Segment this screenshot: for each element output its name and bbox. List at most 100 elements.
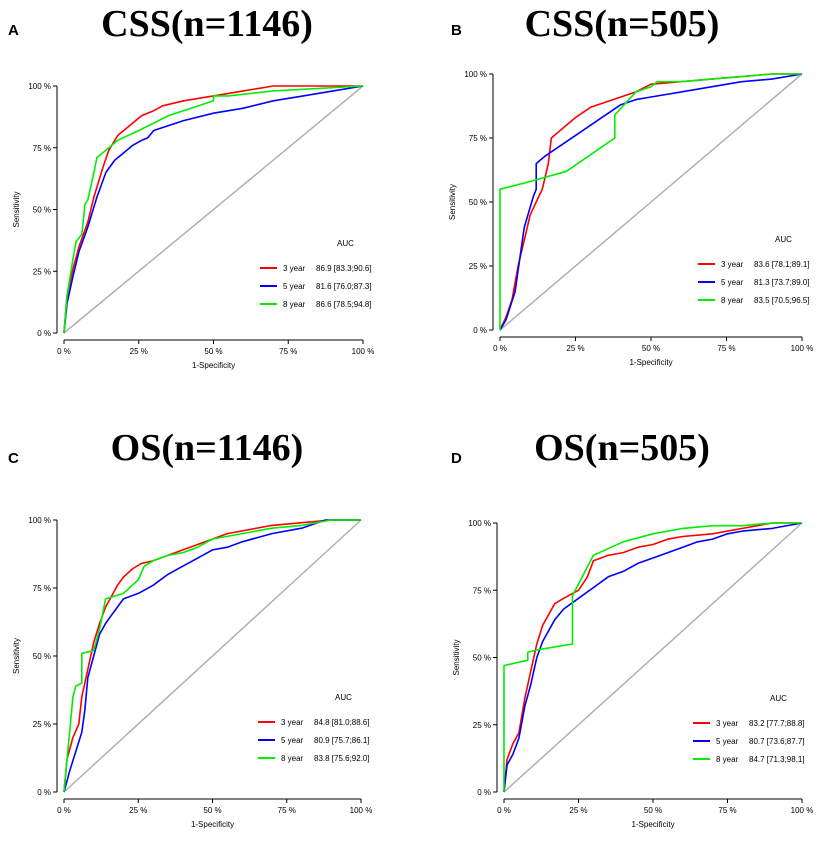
legend-title: AUC — [770, 694, 787, 703]
panel-letter: B — [451, 22, 462, 39]
x-tick-label: 0 % — [497, 806, 511, 815]
x-axis-label: 1-Specificity — [629, 358, 672, 367]
x-tick-label: 75 % — [279, 347, 297, 356]
reference-diagonal — [63, 519, 362, 793]
legend-series-name: 5 year — [281, 736, 304, 745]
chart-title: OS(n=1146) — [110, 427, 304, 469]
y-tick-label: 50 % — [33, 652, 51, 661]
x-tick-label: 100 % — [791, 806, 814, 815]
reference-diagonal — [499, 73, 803, 331]
y-tick-label: 50 % — [33, 206, 51, 215]
roc-line-5-year — [63, 519, 361, 793]
reference-diagonal — [503, 522, 803, 793]
legend-series-name: 3 year — [716, 719, 739, 728]
x-tick-label: 50 % — [642, 344, 660, 353]
roc-line-8-year — [503, 522, 802, 792]
x-axis-label: 1-Specificity — [191, 820, 234, 829]
x-tick-label: 50 % — [644, 806, 662, 815]
legend-auc-value: 83.6 [78.1;89.1] — [754, 260, 810, 269]
x-tick-label: 75 % — [718, 806, 736, 815]
legend-series-name: 8 year — [281, 754, 304, 763]
legend-series-name: 5 year — [283, 282, 306, 291]
legend-auc-value: 80.7 [73.6;87.7] — [749, 737, 805, 746]
y-tick-label: 75 % — [33, 144, 51, 153]
legend-title: AUC — [775, 235, 792, 244]
y-tick-label: 100 % — [28, 82, 51, 91]
y-tick-label: 25 % — [33, 720, 51, 729]
legend-auc-value: 83.2 [77.7;88.8] — [749, 719, 805, 728]
roc-line-3-year — [503, 522, 802, 793]
roc-line-5-year — [503, 522, 803, 793]
x-tick-label: 100 % — [791, 344, 814, 353]
y-axis-label: Sensitivity — [12, 638, 21, 674]
y-tick-label: 0 % — [37, 329, 51, 338]
roc-chart-a: 0 % 25 % 50 % 75 % 100 % 0 % 25 % 50 % 75 % 100 %… — [12, 82, 375, 370]
roc-chart-c: 0 % 25 % 50 % 75 % 100 % 0 % 25 % 50 % 75 % 100 %… — [12, 516, 373, 829]
y-tick-label: 50 % — [469, 198, 487, 207]
y-tick-label: 0 % — [37, 788, 51, 797]
legend-auc-value: 86.9 [83.3;90.6] — [316, 264, 372, 273]
x-tick-label: 50 % — [204, 347, 222, 356]
legend-auc-value: 86.6 [78.5;94.8] — [316, 300, 372, 309]
legend-series-name: 3 year — [721, 260, 744, 269]
x-tick-label: 100 % — [352, 347, 375, 356]
panel-a: A CSS(n=1146) 0 % 25 % 50 % 75 % 100 % 0 % 25 … — [0, 0, 414, 422]
legend-series-name: 5 year — [716, 737, 739, 746]
panel-c: C OS(n=1146) 0 % 25 % 50 % 75 % 100 % 0 % 25 %… — [0, 422, 414, 844]
y-tick-label: 25 % — [33, 267, 51, 276]
legend-auc-value: 81.3 [73.7;89.0] — [754, 278, 810, 287]
y-tick-label: 100 % — [468, 519, 491, 528]
roc-chart-d: 0 % 25 % 50 % 75 % 100 % 0 % 25 % 50 % 75 % 100 %… — [452, 519, 814, 829]
panel-letter: D — [451, 450, 462, 467]
legend-series-name: 8 year — [716, 755, 739, 764]
y-tick-label: 75 % — [33, 584, 51, 593]
y-tick-label: 0 % — [473, 326, 487, 335]
roc-line-5-year — [499, 73, 803, 331]
legend-series-name: 8 year — [283, 300, 306, 309]
x-tick-label: 0 % — [57, 806, 71, 815]
y-axis-label: Sensitivity — [12, 191, 21, 227]
x-tick-label: 75 % — [717, 344, 735, 353]
legend-auc-value: 83.8 [75.6;92.0] — [314, 754, 370, 763]
chart-title: OS(n=505) — [534, 427, 710, 469]
legend-title: AUC — [337, 239, 354, 248]
x-tick-label: 0 % — [57, 347, 71, 356]
roc-line-3-year — [63, 85, 363, 334]
x-tick-label: 50 % — [203, 806, 221, 815]
y-tick-label: 100 % — [464, 70, 487, 79]
roc-chart-b: 0 % 25 % 50 % 75 % 100 % 0 % 25 % 50 % 75 % 100 %… — [448, 70, 814, 367]
x-tick-label: 25 % — [130, 347, 148, 356]
legend-auc-value: 81.6 [76.0;87.3] — [316, 282, 372, 291]
roc-line-8-year — [499, 73, 802, 330]
y-axis-label: Sensitivity — [452, 639, 461, 675]
legend-auc-value: 84.7 [71.3;98.1] — [749, 755, 805, 764]
x-tick-label: 0 % — [493, 344, 507, 353]
x-tick-label: 25 % — [569, 806, 587, 815]
panel-d: D OS(n=505) 0 % 25 % 50 % 75 % 100 % 0 % 25 % 5… — [415, 422, 829, 844]
legend-series-name: 3 year — [283, 264, 306, 273]
x-tick-label: 75 % — [278, 806, 296, 815]
x-axis-label: 1-Specificity — [192, 361, 235, 370]
roc-line-3-year — [63, 519, 361, 793]
x-tick-label: 25 % — [566, 344, 584, 353]
y-tick-label: 25 % — [473, 721, 491, 730]
panel-b: B CSS(n=505) 0 % 25 % 50 % 75 % 100 % 0 % 25 %… — [415, 0, 829, 422]
y-tick-label: 0 % — [477, 788, 491, 797]
roc-line-8-year — [63, 519, 361, 793]
roc-line-5-year — [63, 85, 364, 334]
x-tick-label: 25 % — [129, 806, 147, 815]
reference-diagonal — [63, 85, 364, 334]
legend-series-name: 5 year — [721, 278, 744, 287]
panel-letter: C — [8, 450, 19, 467]
x-tick-label: 100 % — [350, 806, 373, 815]
legend-series-name: 3 year — [281, 718, 304, 727]
chart-title: CSS(n=1146) — [101, 3, 313, 45]
x-axis-label: 1-Specificity — [631, 820, 674, 829]
legend-series-name: 8 year — [721, 296, 744, 305]
y-tick-label: 75 % — [473, 586, 491, 595]
y-tick-label: 100 % — [28, 516, 51, 525]
y-tick-label: 50 % — [473, 654, 491, 663]
roc-line-8-year — [63, 85, 364, 334]
panel-letter: A — [8, 22, 19, 39]
legend-title: AUC — [335, 693, 352, 702]
